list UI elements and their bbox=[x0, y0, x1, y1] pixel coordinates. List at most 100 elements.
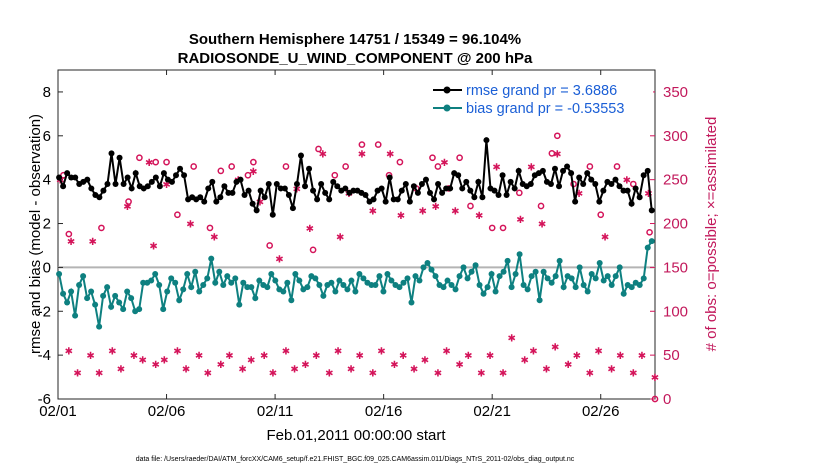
obs-assimilated-marker: ✱ bbox=[238, 364, 246, 375]
obs-possible-marker bbox=[266, 242, 274, 249]
obs-possible-marker bbox=[396, 158, 404, 166]
obs-assimilated-marker: ✱ bbox=[182, 364, 190, 375]
bias-point bbox=[488, 270, 495, 277]
bias-point bbox=[344, 286, 351, 293]
bias-point bbox=[424, 260, 431, 267]
obs-possible-marker bbox=[309, 246, 317, 254]
rmse-point bbox=[205, 185, 212, 192]
bias-point bbox=[208, 255, 215, 262]
rmse-point bbox=[362, 192, 369, 199]
y2-tick-label: 100 bbox=[663, 303, 688, 320]
bias-point bbox=[84, 295, 91, 302]
bias-point bbox=[512, 270, 519, 277]
bias-point bbox=[388, 277, 395, 284]
bias-point bbox=[152, 270, 159, 277]
bias-point bbox=[232, 275, 239, 282]
obs-assimilated-marker: ✱ bbox=[475, 211, 483, 222]
rmse-point bbox=[60, 183, 67, 190]
obs-possible-marker bbox=[98, 224, 105, 232]
bias-point bbox=[484, 284, 491, 291]
x-tick-label: 02/26 bbox=[582, 403, 620, 420]
obs-assimilated-marker: ✱ bbox=[275, 255, 283, 266]
bias-point bbox=[556, 257, 563, 264]
obs-assimilated-marker: ✱ bbox=[440, 158, 448, 169]
bias-point bbox=[112, 292, 119, 299]
bias-point bbox=[312, 275, 319, 282]
bias-point bbox=[504, 257, 511, 264]
rmse-point bbox=[273, 181, 280, 188]
bias-point bbox=[224, 273, 231, 280]
obs-possible-marker bbox=[331, 171, 339, 179]
rmse-point bbox=[648, 207, 655, 214]
bias-point bbox=[452, 286, 459, 293]
bias-point bbox=[640, 275, 647, 282]
obs-possible-marker bbox=[244, 171, 252, 179]
rmse-point bbox=[560, 167, 567, 174]
rmse-point bbox=[386, 174, 393, 181]
rmse-point bbox=[144, 183, 151, 190]
obs-assimilated-marker: ✱ bbox=[527, 163, 535, 174]
y2-tick-label: 150 bbox=[663, 259, 688, 276]
obs-assimilated-marker: ✱ bbox=[290, 364, 298, 375]
bias-point bbox=[356, 270, 363, 277]
bias-point bbox=[456, 273, 463, 280]
bias-point bbox=[472, 262, 479, 269]
bias-point bbox=[416, 277, 423, 284]
obs-assimilated-marker: ✱ bbox=[421, 356, 429, 367]
rmse-point bbox=[511, 185, 518, 192]
bias-point bbox=[336, 277, 343, 284]
bias-point bbox=[296, 277, 303, 284]
obs-assimilated-marker: ✱ bbox=[204, 369, 212, 380]
rmse-point bbox=[600, 187, 607, 194]
obs-possible-marker bbox=[613, 163, 621, 170]
obs-assimilated-marker: ✱ bbox=[410, 364, 418, 375]
obs-possible-marker bbox=[553, 132, 561, 140]
obs-assimilated-marker: ✱ bbox=[151, 360, 159, 371]
bias-point bbox=[548, 279, 555, 286]
bias-point bbox=[500, 268, 507, 275]
rmse-point bbox=[160, 170, 167, 177]
bias-point bbox=[284, 279, 291, 286]
obs-assimilated-marker: ✱ bbox=[616, 351, 624, 362]
rmse-point bbox=[124, 174, 131, 181]
rmse-point bbox=[297, 152, 304, 159]
rmse-point bbox=[318, 181, 325, 188]
rmse-point bbox=[612, 176, 619, 183]
obs-assimilated-marker: ✱ bbox=[306, 224, 314, 235]
obs-possible-marker bbox=[434, 163, 442, 170]
bias-point bbox=[520, 281, 527, 288]
obs-assimilated-marker: ✱ bbox=[319, 149, 327, 160]
bias-point bbox=[440, 284, 447, 291]
y2-tick-label: 50 bbox=[663, 347, 680, 364]
bias-point bbox=[384, 270, 391, 277]
obs-assimilated-marker: ✱ bbox=[601, 233, 609, 244]
obs-assimilated-marker: ✱ bbox=[455, 360, 463, 371]
rmse-point bbox=[269, 211, 276, 218]
rmse-point bbox=[608, 181, 615, 188]
x-tick-label: 02/11 bbox=[257, 403, 293, 420]
rmse-point bbox=[584, 170, 591, 177]
rmse-point bbox=[402, 181, 409, 188]
bias-point bbox=[256, 277, 263, 284]
obs-assimilated-marker: ✱ bbox=[553, 149, 561, 160]
obs-assimilated-marker: ✱ bbox=[651, 373, 659, 384]
bias-point bbox=[136, 306, 143, 313]
rmse-point bbox=[580, 181, 587, 188]
rmse-point bbox=[72, 174, 79, 181]
bias-point bbox=[588, 270, 595, 277]
rmse-point bbox=[447, 185, 454, 192]
obs-possible-marker bbox=[456, 154, 463, 162]
rmse-point bbox=[281, 185, 288, 192]
obs-assimilated-marker: ✱ bbox=[451, 206, 459, 217]
obs-assimilated-marker: ✱ bbox=[542, 364, 550, 375]
rmse-point bbox=[491, 187, 498, 194]
obs-possible-marker bbox=[515, 189, 523, 197]
bias-point bbox=[396, 284, 403, 291]
rmse-point bbox=[427, 189, 434, 196]
bias-point bbox=[80, 273, 87, 280]
obs-assimilated-marker: ✱ bbox=[377, 347, 385, 358]
bias-point bbox=[600, 277, 607, 284]
obs-assimilated-marker: ✱ bbox=[301, 360, 309, 371]
rmse-point bbox=[576, 174, 583, 181]
